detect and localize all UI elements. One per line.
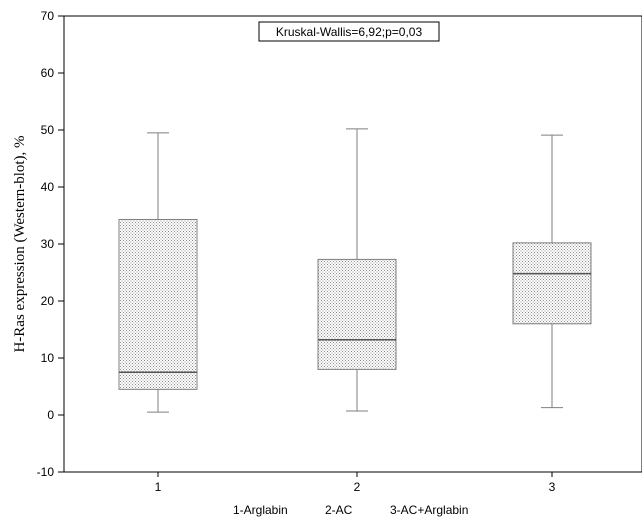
- group-legend-label-3: 3-AC+Arglabin: [390, 503, 468, 517]
- y-tick-label: 70: [41, 9, 55, 23]
- box-2: [317, 128, 397, 412]
- x-tick-label: 1: [155, 480, 162, 494]
- box-1: [118, 132, 198, 413]
- group-legend-label-1: 1-Arglabin: [233, 503, 288, 517]
- y-tick-label: -10: [37, 465, 55, 479]
- iqr-box: [317, 258, 397, 370]
- y-axis-label: H-Ras expression (Western-blot), %: [12, 135, 28, 352]
- y-tick-label: 40: [41, 180, 55, 194]
- y-tick-label: 60: [41, 66, 55, 80]
- stat-annotation: Kruskal-Wallis=6,92;p=0,03: [258, 21, 440, 42]
- group-legend-label-2: 2-AC: [325, 503, 353, 517]
- group-legend: 1-Arglabin 2-AC 3-AC+Arglabin: [233, 503, 468, 517]
- y-tick-label: 50: [41, 123, 55, 137]
- iqr-box: [118, 218, 198, 390]
- x-tick-label: 2: [354, 480, 361, 494]
- y-tick-label: 10: [41, 351, 55, 365]
- iqr-box: [512, 242, 592, 325]
- box-3: [512, 134, 592, 409]
- stat-annotation-text: Kruskal-Wallis=6,92;p=0,03: [276, 25, 423, 39]
- y-tick-label: 30: [41, 237, 55, 251]
- y-tick-label: 0: [47, 408, 54, 422]
- stat-annotation-box: [258, 21, 440, 42]
- x-tick-label: 3: [549, 480, 556, 494]
- y-axis: -10 0 10 20 30 40 50 60 70: [37, 9, 64, 479]
- box-series: [118, 128, 592, 413]
- y-tick-label: 20: [41, 294, 55, 308]
- x-axis: 1 2 3: [155, 472, 556, 494]
